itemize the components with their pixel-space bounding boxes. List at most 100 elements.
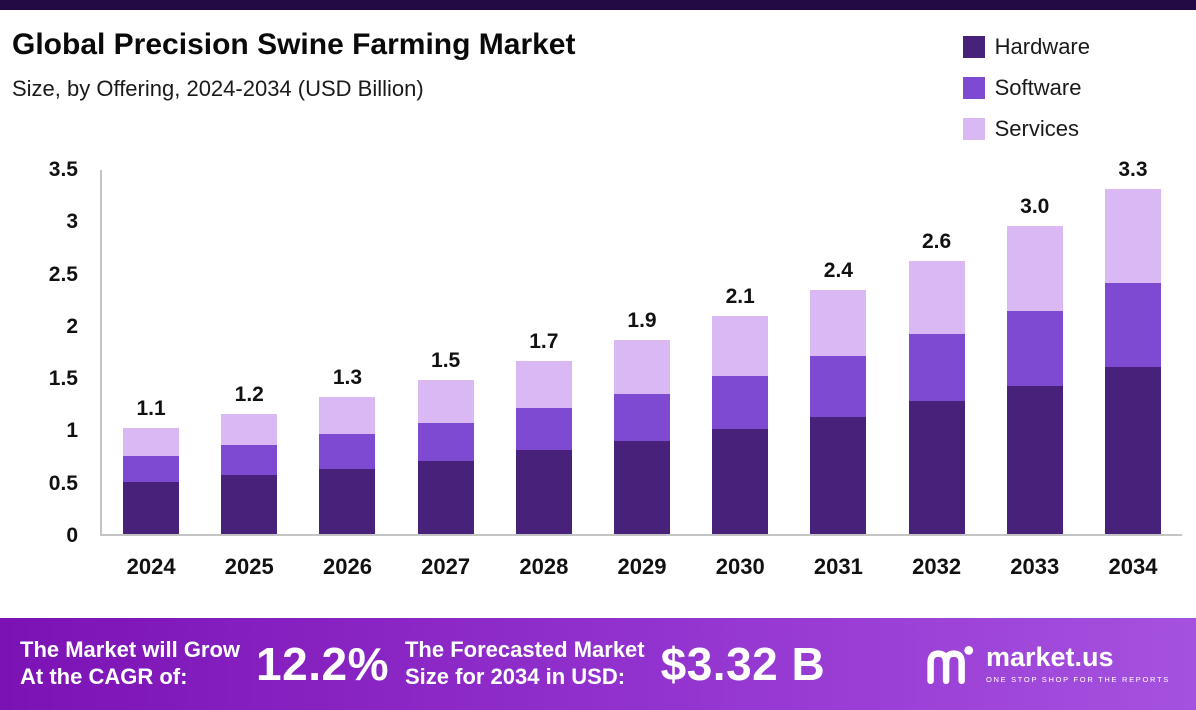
legend-item-services: Services bbox=[962, 116, 1090, 142]
y-axis: 0 0.5 1 1.5 2 2.5 3 3.5 bbox=[12, 158, 90, 547]
y-tick-label: 1 bbox=[66, 419, 78, 443]
bar-segment-services bbox=[417, 380, 474, 423]
market-us-logo-icon bbox=[927, 646, 974, 685]
y-tick-label: 2 bbox=[66, 314, 78, 338]
plot-wrap: 1.1 1.2 1.3 1.5 1.7 1.9 2.1 2.4 2.6 3.0 3.3 2024 20… bbox=[100, 158, 1182, 580]
legend-label: Hardware bbox=[994, 34, 1090, 59]
forecast-label: The Forecasted Market Size for 2034 in U… bbox=[405, 637, 645, 691]
bar-group-2025: 1.2 bbox=[200, 170, 298, 534]
brand-tagline: ONE STOP SHOP FOR THE REPORTS bbox=[985, 675, 1170, 684]
bar-segment-services bbox=[712, 316, 769, 376]
bar-segment-software bbox=[712, 376, 769, 429]
stacked-bar bbox=[123, 428, 180, 534]
stacked-bar bbox=[810, 290, 867, 534]
x-axis: 2024 2025 2026 2027 2028 2029 2030 2031 2032 2033… bbox=[100, 554, 1182, 580]
bar-segment-hardware bbox=[614, 441, 671, 534]
bar-group-2030: 2.1 bbox=[691, 170, 789, 534]
bar-total-label: 2.1 bbox=[725, 285, 755, 308]
bar-segment-services bbox=[1104, 189, 1161, 283]
brand: market.us ONE STOP SHOP FOR THE REPORTS bbox=[924, 642, 1170, 686]
legend-label: Software bbox=[994, 75, 1082, 100]
plot-area: 1.1 1.2 1.3 1.5 1.7 1.9 2.1 2.4 2.6 3.0 3.3 bbox=[100, 158, 1182, 536]
bar-segment-services bbox=[515, 361, 572, 408]
x-axis-label-2033: 2033 bbox=[1010, 554, 1060, 579]
cagr-value: 12.2% bbox=[256, 638, 389, 690]
stacked-bar bbox=[614, 340, 671, 534]
y-tick-label: 1.5 bbox=[48, 367, 78, 391]
software-swatch-icon bbox=[962, 77, 985, 99]
stacked-bar bbox=[221, 414, 278, 534]
bar-segment-hardware bbox=[123, 482, 180, 534]
bar-segment-software bbox=[1104, 283, 1161, 367]
legend: Hardware Software Services bbox=[962, 28, 1090, 142]
bar-group-2026: 1.3 bbox=[298, 170, 396, 534]
cagr-label-line1: The Market will Grow bbox=[20, 637, 241, 663]
stacked-bar bbox=[1006, 226, 1063, 534]
bar-total-label: 1.7 bbox=[529, 330, 559, 353]
bar-segment-hardware bbox=[908, 401, 965, 534]
bar-segment-hardware bbox=[1006, 386, 1063, 534]
bar-segment-software bbox=[319, 434, 376, 469]
x-axis-label-2034: 2034 bbox=[1108, 554, 1158, 579]
bar-segment-software bbox=[417, 423, 474, 461]
bar-segment-software bbox=[123, 456, 180, 482]
bar-group-2034: 3.3 bbox=[1084, 158, 1182, 534]
stacked-bar bbox=[712, 316, 769, 534]
hardware-swatch-icon bbox=[962, 36, 985, 58]
bar-total-label: 3.0 bbox=[1020, 195, 1050, 218]
bar-segment-hardware bbox=[515, 450, 572, 534]
bar-segment-services bbox=[123, 428, 180, 456]
stacked-bar bbox=[1104, 189, 1161, 534]
top-border-strip bbox=[0, 0, 1196, 10]
stacked-bar bbox=[417, 380, 474, 534]
bar-total-label: 1.9 bbox=[627, 309, 657, 332]
bar-segment-software bbox=[908, 334, 965, 401]
bar-segment-services bbox=[614, 340, 671, 394]
bar-segment-hardware bbox=[1104, 367, 1161, 534]
bar-segment-hardware bbox=[319, 469, 376, 534]
bar-total-label: 1.1 bbox=[136, 397, 166, 420]
bar-total-label: 2.6 bbox=[921, 230, 952, 253]
bar-segment-hardware bbox=[712, 429, 769, 534]
bar-segment-software bbox=[221, 445, 278, 475]
legend-label: Services bbox=[994, 116, 1079, 141]
stacked-bar bbox=[515, 361, 572, 534]
chart-section: Global Precision Swine Farming Market Si… bbox=[0, 10, 1196, 592]
bar-group-2024: 1.1 bbox=[102, 170, 200, 534]
brand-text: market.us ONE STOP SHOP FOR THE REPORTS bbox=[985, 644, 1170, 685]
bar-segment-services bbox=[319, 397, 376, 434]
bar-group-2028: 1.7 bbox=[495, 170, 593, 534]
x-axis-label-2031: 2031 bbox=[813, 554, 863, 579]
forecast-value: $3.32 B bbox=[660, 638, 826, 690]
services-swatch-icon bbox=[962, 118, 985, 140]
y-tick-label: 0.5 bbox=[48, 471, 78, 495]
legend-item-hardware: Hardware bbox=[962, 34, 1090, 60]
x-axis-label-2028: 2028 bbox=[519, 554, 569, 579]
bar-segment-software bbox=[515, 408, 572, 450]
bar-group-2027: 1.5 bbox=[397, 170, 495, 534]
bar-segment-hardware bbox=[221, 475, 278, 534]
bar-total-label: 1.5 bbox=[431, 349, 461, 372]
chart-header: Global Precision Swine Farming Market Si… bbox=[12, 28, 1182, 142]
x-axis-label-2026: 2026 bbox=[322, 554, 372, 579]
x-axis-label-2025: 2025 bbox=[224, 554, 274, 579]
bar-segment-hardware bbox=[810, 417, 867, 534]
bar-segment-software bbox=[810, 356, 867, 417]
cagr-label-line2: At the CAGR of: bbox=[20, 664, 188, 689]
bar-total-label: 2.4 bbox=[823, 259, 853, 282]
cagr-label: The Market will Grow At the CAGR of: bbox=[20, 637, 240, 691]
legend-item-software: Software bbox=[962, 75, 1090, 101]
bar-segment-services bbox=[908, 261, 965, 334]
bar-group-2031: 2.4 bbox=[789, 170, 887, 534]
footer-banner: The Market will Grow At the CAGR of: 12.… bbox=[0, 618, 1196, 710]
x-axis-label-2030: 2030 bbox=[715, 554, 765, 579]
forecast-label-line2: Size for 2034 in USD: bbox=[404, 664, 626, 689]
bar-group-2029: 1.9 bbox=[593, 170, 691, 534]
forecast-label-line1: The Forecasted Market bbox=[404, 637, 645, 663]
bar-total-label: 3.3 bbox=[1118, 158, 1148, 181]
stacked-bar bbox=[319, 397, 376, 534]
bar-segment-services bbox=[221, 414, 278, 445]
y-tick-label: 3 bbox=[66, 210, 78, 234]
y-tick-label: 0 bbox=[66, 524, 78, 547]
